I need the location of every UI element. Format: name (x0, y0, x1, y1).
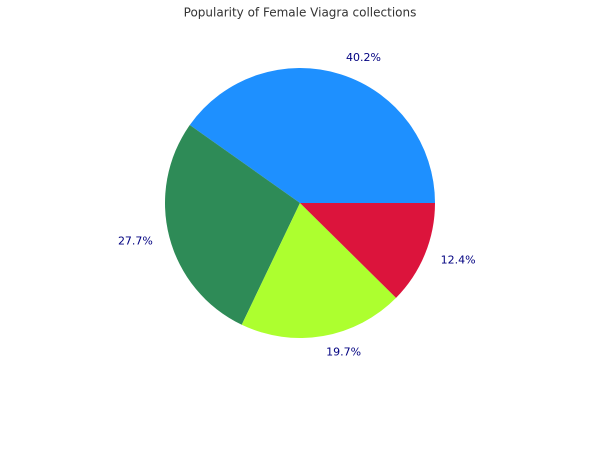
data-label: 40.2% (346, 51, 381, 64)
pie-slice (300, 203, 435, 298)
data-label: 27.7% (118, 234, 153, 247)
pie-slice (165, 125, 300, 325)
data-label: 12.4% (441, 254, 476, 267)
data-label: 19.7% (326, 346, 361, 359)
pie-slice (189, 68, 435, 203)
chart-title: Popularity of Female Viagra collections (184, 6, 417, 20)
pie-slice (241, 203, 397, 338)
